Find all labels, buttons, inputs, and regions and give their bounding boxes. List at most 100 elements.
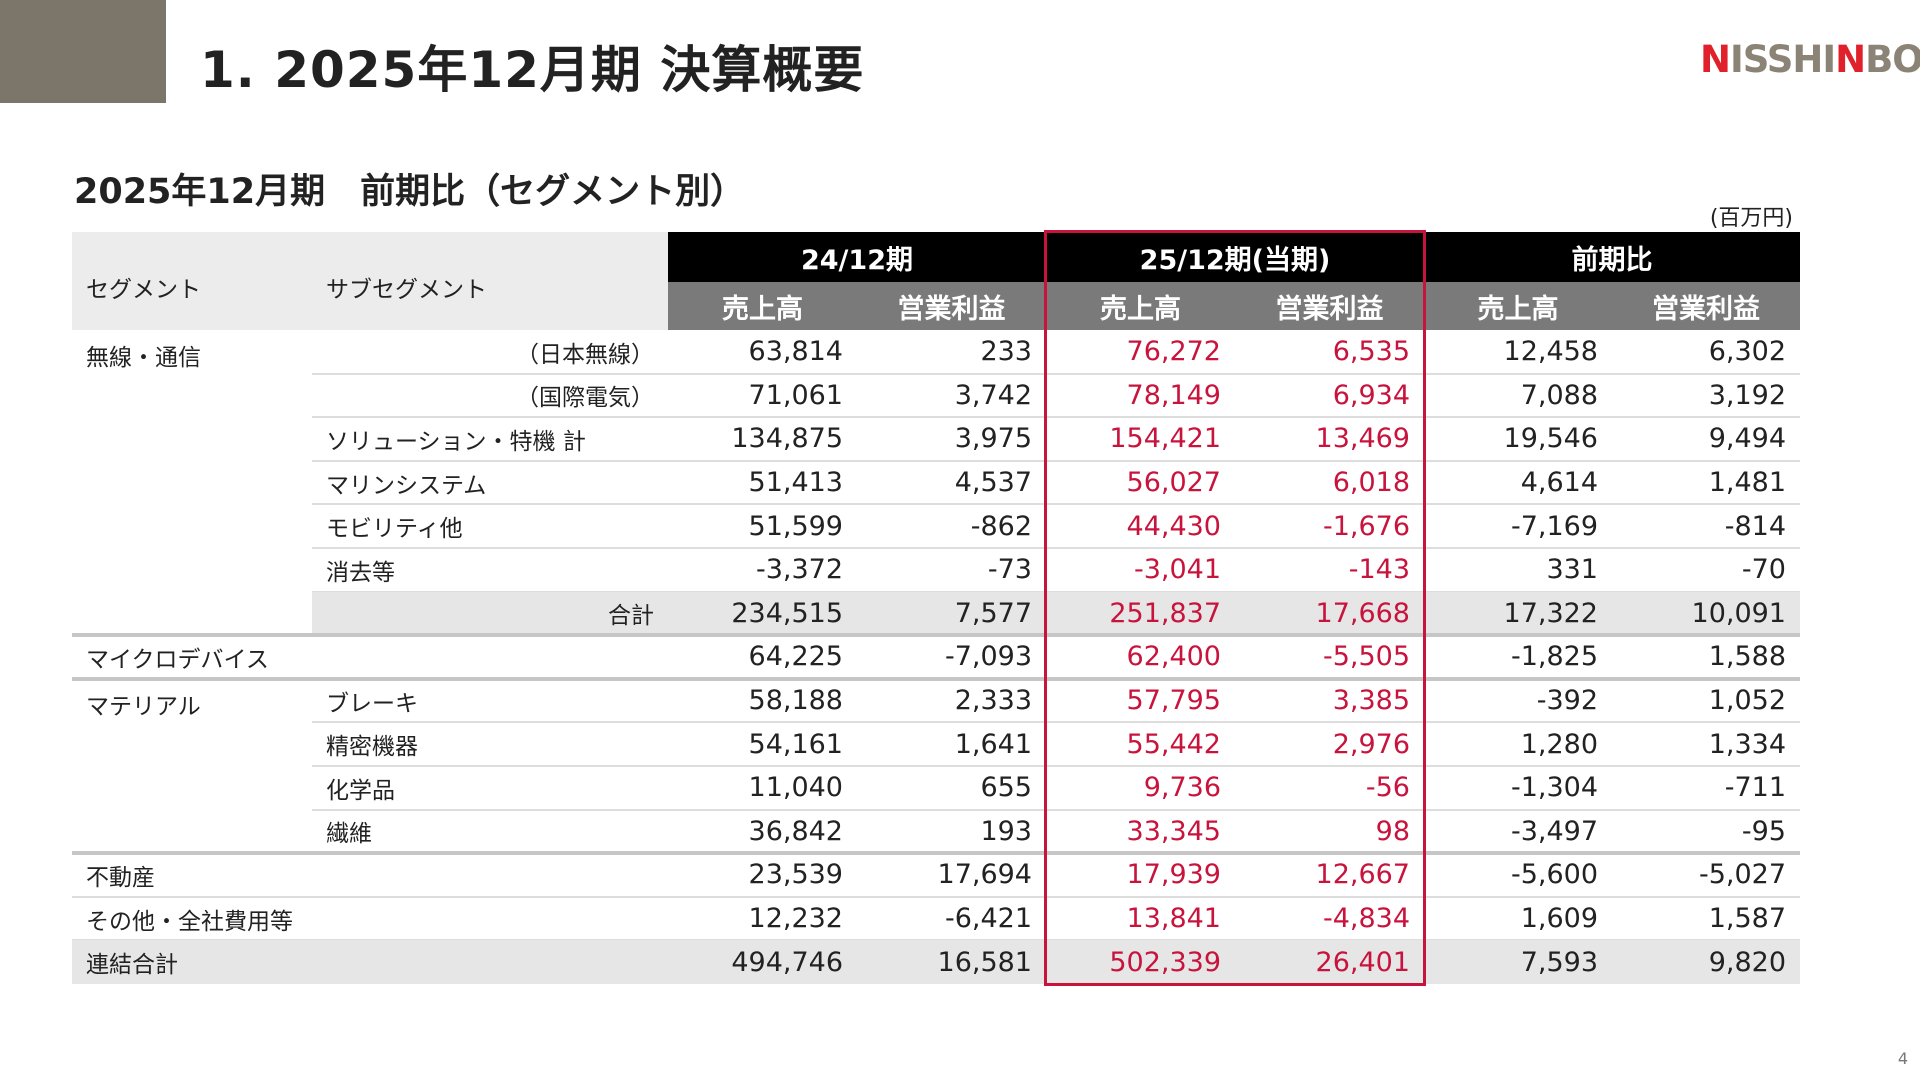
value-cell: 55,442 [1126,728,1221,760]
value-cell: 33,345 [1126,815,1221,847]
header-label-area [72,232,668,330]
title-accent-block [0,0,166,103]
value-cell: 26,401 [1315,946,1410,978]
table-body: 無線・通信 （日本無線） 63,814 233 76,272 6,535 12,458 6,3… [72,330,1800,984]
segment-label: マイクロデバイス [86,646,269,673]
value-cell: 2,333 [954,685,1032,717]
subsegment-label: 消去等 [326,559,395,586]
value-cell: -6,421 [944,903,1032,935]
subsegment-label: モビリティ他 [326,516,463,543]
value-cell: 655 [980,772,1032,804]
subsegment-label: （国際電気） [516,385,654,412]
value-cell: 51,599 [748,510,843,542]
value-cell: 12,232 [748,903,843,935]
value-cell: 17,668 [1315,597,1410,629]
value-cell: -3,372 [755,554,843,586]
value-cell: 56,027 [1126,467,1221,499]
value-cell: 44,430 [1126,510,1221,542]
value-cell: 6,018 [1332,467,1410,499]
row-divider [312,459,1800,462]
value-cell: 51,413 [748,467,843,499]
value-cell: -1,676 [1322,510,1410,542]
row-divider [312,808,1800,811]
header-diff-sales: 売上高 [1424,282,1612,330]
header-curr-op: 営業利益 [1235,282,1424,330]
value-cell: -392 [1536,685,1598,717]
value-cell: 3,742 [954,379,1032,411]
current-period-highlight [1044,230,1426,986]
value-cell: 76,272 [1126,336,1221,368]
row-divider [312,721,1800,724]
subsegment-label: ソリューション・特機 計 [326,428,586,455]
subsegment-label: 合計 [608,603,654,630]
value-cell: -814 [1724,510,1786,542]
value-cell: -5,505 [1322,641,1410,673]
value-cell: -143 [1348,554,1410,586]
value-cell: 4,614 [1520,467,1598,499]
value-cell: -73 [987,554,1032,586]
value-cell: 10,091 [1691,597,1786,629]
value-cell: -1,304 [1510,772,1598,804]
header-prev-sales: 売上高 [668,282,857,330]
value-cell: 233 [980,336,1032,368]
header-prev-period: 24/12期 [668,232,1046,282]
subsegment-label: 化学品 [326,777,395,804]
value-cell: 36,842 [748,815,843,847]
value-cell: 9,736 [1143,772,1221,804]
value-cell: 7,577 [954,597,1032,629]
value-cell: 1,052 [1708,685,1786,717]
row-divider [312,765,1800,767]
value-cell: 63,814 [748,336,843,368]
value-cell: 54,161 [748,728,843,760]
value-cell: 331 [1546,554,1598,586]
value-cell: 17,694 [937,859,1032,891]
value-cell: 1,587 [1708,903,1786,935]
subsegment-label: 精密機器 [326,734,418,761]
value-cell: 7,593 [1520,946,1598,978]
grand-total-row-band [72,940,1800,984]
value-cell: 23,539 [748,859,843,891]
value-cell: -862 [970,510,1032,542]
value-cell: -5,027 [1698,859,1786,891]
value-cell: 4,537 [954,467,1032,499]
value-cell: 71,061 [748,379,843,411]
value-cell: 154,421 [1109,423,1221,455]
value-cell: -3,041 [1133,554,1221,586]
subsegment-label: マリンシステム [326,472,487,499]
value-cell: 6,535 [1332,336,1410,368]
subtotal-row-band [312,591,1800,636]
segment-label: 不動産 [86,864,155,891]
value-cell: 9,820 [1708,946,1786,978]
value-cell: -7,093 [944,641,1032,673]
value-cell: 3,192 [1708,379,1786,411]
header-prev-op: 営業利益 [857,282,1046,330]
value-cell: -95 [1741,815,1786,847]
value-cell: 12,458 [1503,336,1598,368]
value-cell: -3,497 [1510,815,1598,847]
segment-label: マテリアル [86,693,201,720]
value-cell: 62,400 [1126,641,1221,673]
value-cell: 17,939 [1126,859,1221,891]
segment-comparison-table: セグメント サブセグメント 24/12期 25/12期(当期) 前期比 売上高 … [72,230,1800,986]
header-diff-op: 営業利益 [1612,282,1800,330]
value-cell: -711 [1724,772,1786,804]
value-cell: 13,469 [1315,423,1410,455]
unit-label: (百万円) [1709,206,1793,231]
value-cell: 3,385 [1332,685,1410,717]
segment-label: 無線・通信 [86,345,201,371]
value-cell: 1,609 [1520,903,1598,935]
page-number: 4 [1897,1049,1908,1068]
header-current-period: 25/12期(当期) [1046,232,1424,282]
row-divider [312,547,1800,549]
value-cell: 1,641 [954,728,1032,760]
header-subsegment: サブセグメント [326,277,487,303]
value-cell: 1,280 [1520,728,1598,760]
value-cell: 6,934 [1332,379,1410,411]
value-cell: -56 [1365,772,1410,804]
value-cell: -70 [1741,554,1786,586]
value-cell: 1,334 [1708,728,1786,760]
value-cell: 11,040 [748,772,843,804]
value-cell: 3,975 [954,423,1032,455]
header-diff: 前期比 [1424,232,1800,282]
row-divider [312,503,1800,506]
